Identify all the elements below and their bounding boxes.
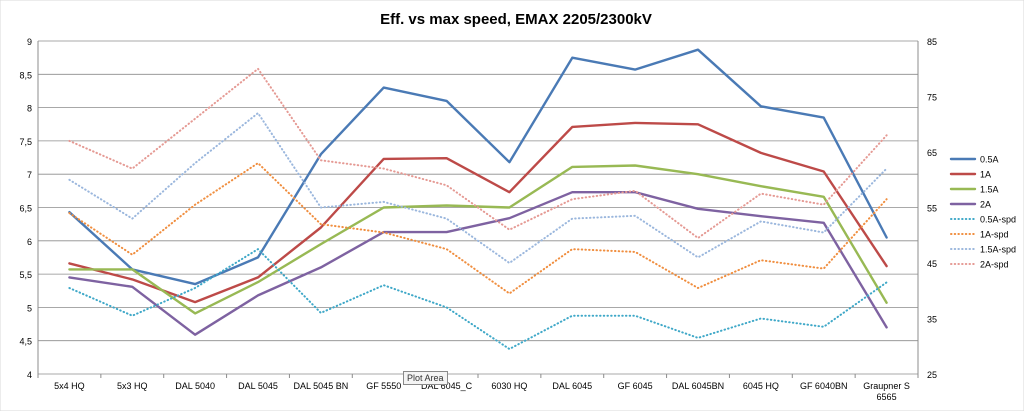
series-line-1-5a-spd[interactable] [68,112,888,264]
legend: 0.5A 1A 1.5A 2A 0.5A-spd 1A-spd 1.5A-spd 2A-spd [949,155,1016,270]
x-tick-label: DAL 5040 [175,381,215,391]
series-line-2a[interactable] [68,190,888,336]
x-tick-label: 6565 [877,392,897,402]
x-tick-label: DAL 5045 [238,381,278,391]
series-line-1a[interactable] [68,121,888,304]
x-tick-label: GF 5550 [366,381,401,391]
right-tick-label: 45 [927,259,937,269]
x-axis: 5x4 HQ 5x3 HQ DAL 5040 DAL 5045 DAL 5045 BN G… [37,374,919,402]
x-tick-label: DAL 5045 BN [294,381,349,391]
series-line-1a-spd[interactable] [68,162,888,295]
left-tick-label: 5,5 [19,270,32,280]
left-tick-label: 5 [27,303,32,313]
legend-label: 2A [980,200,991,210]
x-tick-label: Graupner S [863,381,910,391]
x-tick-label: 6030 HQ [491,381,527,391]
legend-label: 1A-spd [980,230,1009,240]
left-tick-label: 7 [27,170,32,180]
plot-area-tooltip: Plot Area [403,371,448,385]
chart-title: Eff. vs max speed, EMAX 2205/2300kV [380,11,652,28]
legend-label: 2A-spd [980,260,1009,270]
left-tick-label: 6,5 [19,204,32,214]
left-tick-label: 8 [27,104,32,114]
left-axis: 4 4,5 5 5,5 6 6,5 7 7,5 8 8,5 9 [19,37,39,380]
x-tick-label: DAL 6045 [552,381,592,391]
left-tick-label: 8,5 [19,70,32,80]
series-line-2a-spd[interactable] [68,67,888,239]
right-tick-label: 35 [927,315,937,325]
x-tick-label: 5x3 HQ [117,381,148,391]
right-tick-label: 65 [927,148,937,158]
x-tick-label: GF 6040BN [800,381,848,391]
right-tick-label: 85 [927,37,937,47]
legend-label: 1A [980,170,991,180]
x-tick-label: GF 6045 [618,381,653,391]
right-axis: 25 35 45 55 65 75 85 [917,37,937,380]
right-tick-label: 75 [927,93,937,103]
right-tick-label: 55 [927,204,937,214]
x-tick-label: DAL 6045BN [672,381,724,391]
left-tick-label: 6 [27,237,32,247]
x-tick-label: DAL 6045_C [421,381,473,391]
series-layer [68,48,888,350]
x-tick-label: 6045 HQ [743,381,779,391]
legend-label: 1.5A [980,185,999,195]
left-tick-label: 4,5 [19,337,32,347]
left-tick-label: 7,5 [19,137,32,147]
legend-label: 0.5A-spd [980,215,1016,225]
legend-label: 1.5A-spd [980,245,1016,255]
x-tick-label: 5x4 HQ [54,381,85,391]
right-tick-label: 25 [927,370,937,380]
series-line-0-5a[interactable] [68,48,888,286]
legend-label: 0.5A [980,155,999,165]
left-tick-label: 4 [27,370,32,380]
series-line-0-5a-spd[interactable] [68,248,888,350]
left-tick-label: 9 [27,37,32,47]
